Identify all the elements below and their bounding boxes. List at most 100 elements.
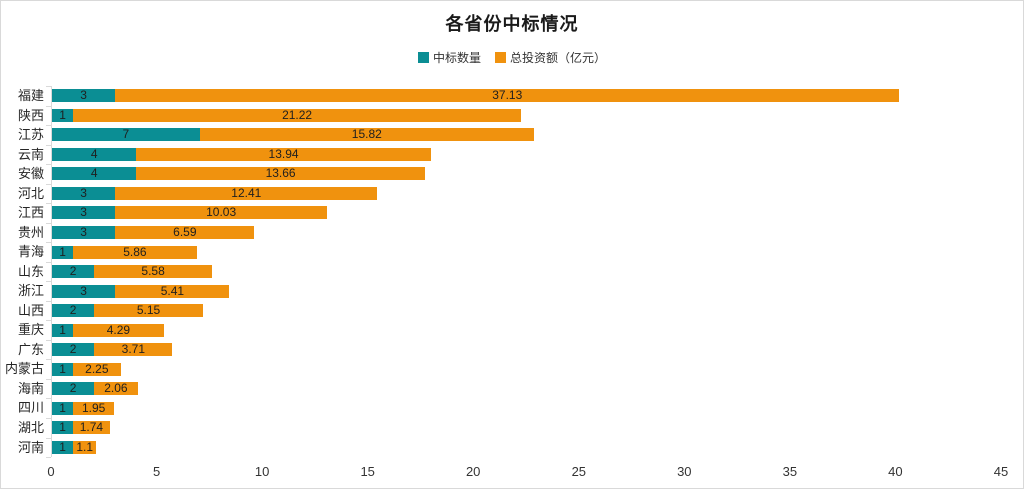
- x-axis-tick-label: 25: [571, 464, 587, 479]
- bar-count-label: 1: [59, 420, 66, 435]
- bar-count-label: 1: [59, 439, 66, 454]
- category-label: 重庆: [17, 322, 44, 338]
- y-axis-tick: [46, 144, 51, 146]
- bar-segment-investment: 15.82: [199, 127, 534, 142]
- y-axis-tick: [46, 86, 51, 87]
- bar-segment-investment: 4.29: [73, 322, 164, 337]
- y-axis-tick: [46, 242, 51, 244]
- bar-value-label: 37.13: [492, 88, 523, 103]
- bar-value-label: 2.25: [85, 361, 109, 376]
- bar-count-label: 3: [80, 224, 87, 239]
- y-axis-tick: [46, 164, 51, 166]
- x-axis-tick-label: 35: [782, 464, 798, 479]
- bar-count-label: 3: [80, 205, 87, 220]
- bar-count-label: 1: [59, 322, 66, 337]
- x-axis-tick-label: 10: [254, 464, 270, 479]
- bar-value-label: 1.74: [79, 420, 104, 435]
- category-label: 陕西: [17, 107, 44, 123]
- bar-segment-count: 4: [52, 166, 137, 181]
- legend-swatch-investment: [495, 52, 506, 63]
- bar-value-label: 6.59: [173, 224, 197, 239]
- y-axis-tick: [46, 222, 51, 224]
- y-axis-tick: [46, 281, 51, 283]
- bar-value-label: 2.06: [104, 381, 128, 396]
- chart-title: 各省份中标情况: [445, 14, 579, 34]
- bar-segment-investment: 6.59: [115, 224, 255, 239]
- bar-segment-investment: 12.41: [115, 185, 378, 200]
- bar-segment-count: 1: [52, 420, 74, 435]
- bar-value-label: 21.22: [282, 107, 313, 122]
- category-label: 湖北: [17, 419, 44, 435]
- bar-segment-count: 4: [52, 146, 137, 161]
- bar-segment-investment: 2.06: [94, 381, 138, 396]
- bar-count-label: 7: [122, 127, 130, 142]
- bar-value-label: 5.58: [141, 264, 165, 278]
- bar-segment-count: 3: [52, 224, 116, 239]
- bar-segment-investment: 21.22: [73, 107, 522, 122]
- x-axis-tick-label: 20: [465, 464, 481, 479]
- category-label: 内蒙古: [4, 361, 44, 377]
- bar-segment-investment: 5.41: [115, 283, 230, 298]
- bar-segment-count: 1: [52, 439, 74, 454]
- y-axis-tick: [46, 359, 51, 361]
- y-axis-tick: [46, 320, 51, 322]
- bar-segment-count: 1: [52, 362, 74, 376]
- y-axis-tick: [46, 183, 51, 185]
- bar-segment-investment: 1.95: [73, 400, 115, 415]
- bar-segment-investment: 5.86: [73, 244, 197, 259]
- category-label: 山东: [17, 263, 44, 279]
- x-axis-tick-label: 30: [677, 464, 692, 479]
- bar-segment-investment: 10.03: [115, 205, 327, 220]
- x-axis-tick-label: 0: [47, 464, 55, 479]
- category-label: 山西: [17, 302, 44, 318]
- legend-label-count: 中标数量: [432, 51, 481, 65]
- bar-segment-investment: 5.15: [94, 303, 203, 318]
- y-axis-tick: [46, 300, 51, 302]
- bar-segment-investment: 13.66: [136, 167, 425, 181]
- bar-segment-investment: 1.74: [73, 420, 110, 435]
- bar-segment-investment: 3.71: [94, 342, 173, 357]
- y-axis-tick: [46, 457, 51, 458]
- bar-value-label: 5.86: [123, 244, 147, 259]
- bar-value-label: 4.29: [106, 322, 131, 337]
- category-label: 浙江: [17, 283, 44, 299]
- bar-value-label: 15.82: [351, 127, 382, 142]
- bar-count-label: 2: [69, 264, 77, 278]
- y-axis-tick: [46, 398, 51, 400]
- y-axis-tick: [46, 125, 51, 127]
- bar-count-label: 1: [59, 400, 66, 415]
- bar-count-label: 4: [90, 166, 98, 181]
- bar-count-label: 4: [90, 146, 98, 161]
- bar-segment-investment: 5.58: [94, 265, 212, 278]
- category-label: 安徽: [17, 166, 44, 182]
- bar-count-label: 1: [59, 244, 66, 259]
- bar-value-label: 12.41: [231, 185, 262, 200]
- category-label: 四川: [17, 400, 44, 416]
- bar-count-label: 2: [69, 381, 77, 396]
- bar-value-label: 1.95: [82, 400, 106, 415]
- bar-segment-investment: 1.1: [73, 439, 97, 454]
- bar-segment-count: 1: [52, 400, 74, 415]
- bar-value-label: 5.15: [136, 303, 161, 318]
- y-axis-tick: [46, 261, 51, 263]
- bar-value-label: 10.03: [206, 205, 237, 220]
- bar-segment-count: 1: [52, 107, 74, 122]
- y-axis-tick: [46, 339, 51, 341]
- bar-segment-investment: 2.25: [73, 361, 121, 376]
- x-axis-tick-label: 45: [993, 464, 1009, 479]
- bar-segment-count: 3: [52, 205, 116, 220]
- bar-value-label: 1.1: [76, 439, 94, 454]
- bar-count-label: 3: [80, 88, 87, 103]
- bar-value-label: 5.41: [160, 283, 185, 298]
- bar-value-label: 3.71: [121, 342, 146, 357]
- bar-count-label: 2: [69, 342, 77, 357]
- bar-count-label: 1: [59, 107, 66, 122]
- category-label: 青海: [17, 244, 44, 260]
- bar-segment-count: 2: [52, 304, 95, 318]
- category-label: 河北: [17, 185, 44, 201]
- category-label: 福建: [17, 88, 44, 103]
- x-axis-tick-label: 40: [888, 464, 903, 479]
- legend-label-investment: 总投资额（亿元）: [510, 51, 607, 65]
- category-label: 贵州: [17, 224, 44, 240]
- category-label: 海南: [17, 380, 44, 396]
